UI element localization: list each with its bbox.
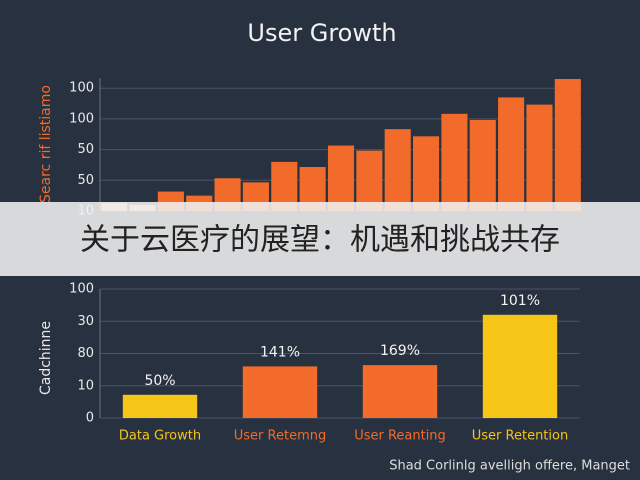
footer-text: Shad Corlinlg avelligh offere, Manget [389,459,630,474]
bar [413,136,440,211]
y-tick-label: 50 [77,173,94,188]
bar-annotation: 50% [144,373,175,389]
bar [441,113,468,211]
chart-title: User Growth [247,19,396,47]
bar-annotation: 101% [500,293,540,309]
bar [356,150,383,211]
bar [122,394,198,418]
bar [482,314,558,418]
y-tick-label: 100 [69,282,94,297]
bar [469,119,496,211]
bar [554,79,581,212]
bar [526,104,553,211]
bar [327,145,355,211]
bar [384,129,411,211]
x-tick-label: User Retemng [234,429,326,444]
y-axis-label: Searc rif listiamo [38,85,54,203]
bar [362,365,438,418]
bar [242,366,318,418]
y-tick-label: 80 [77,346,94,361]
y-tick-label: 100 [69,81,94,96]
y-axis-label: Cadchinne [38,321,54,395]
y-tick-label: 50 [77,142,94,157]
y-tick-label: 30 [77,314,94,329]
bar-annotation: 141% [260,344,300,360]
x-tick-label: User Retention [472,429,568,444]
banner-text: 关于云医疗的展望：机遇和挑战共存 [80,223,560,258]
banner-band [0,202,640,276]
bar [498,97,525,211]
bar-annotation: 169% [380,343,420,359]
x-tick-label: Data Growth [119,429,201,444]
charts: 1050501001000108030100Data Growth50%User… [69,78,582,444]
y-tick-label: 0 [86,411,94,426]
y-tick-label: 10 [77,378,94,393]
x-tick-label: User Reanting [354,429,446,444]
y-tick-label: 100 [69,111,94,126]
